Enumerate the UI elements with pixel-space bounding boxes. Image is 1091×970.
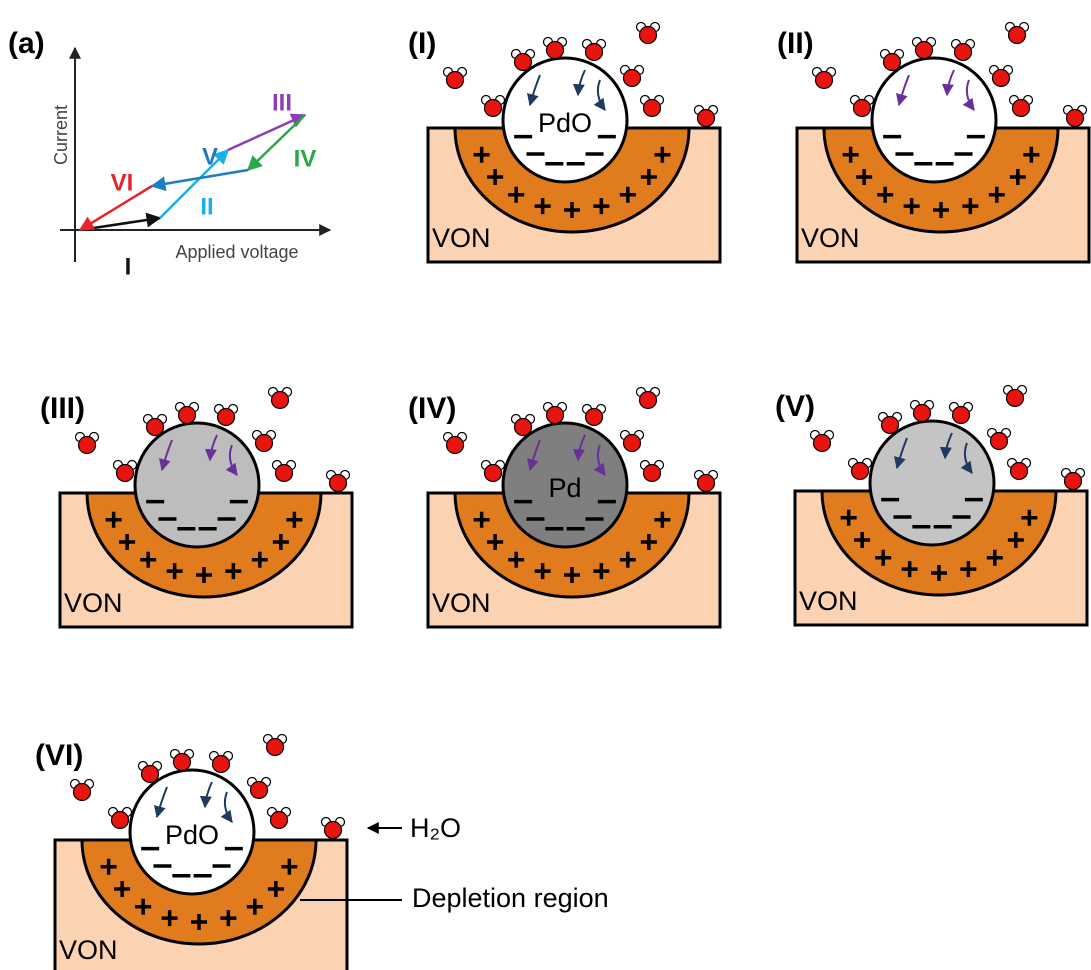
axis-label: Current (51, 105, 71, 165)
water-o (267, 739, 284, 756)
segment-arrow (152, 170, 248, 186)
water-o (515, 419, 532, 436)
water-o (147, 419, 164, 436)
panel: (II) VON (777, 23, 1089, 263)
panel-label: (V) (775, 390, 815, 423)
water-o (515, 54, 532, 71)
legend-text: Depletion region (412, 883, 609, 913)
water-o (485, 100, 502, 117)
particle (872, 58, 996, 182)
panels: (I)VONPdO(II)VON(III)VON(IV)VONPd(V)VON(… (35, 23, 1089, 970)
water-o (698, 475, 715, 492)
panel-label: (a) (8, 27, 45, 60)
water-o (586, 44, 603, 61)
water-o (256, 435, 273, 452)
iv-plot: (a) Current Applied voltage I II III IV … (8, 27, 330, 280)
water-o (814, 435, 831, 452)
water-o (882, 417, 899, 434)
water-o (624, 70, 641, 87)
segment-label: IV (294, 145, 317, 172)
substrate-label: VON (59, 935, 118, 965)
panel-label: (IV) (408, 392, 456, 425)
water-o (955, 44, 972, 61)
water-o (624, 435, 641, 452)
water-o (547, 407, 564, 424)
water-o (1007, 390, 1024, 407)
substrate-label: VON (432, 223, 491, 253)
water-o (112, 812, 129, 829)
particle (870, 421, 994, 545)
water-o (698, 110, 715, 127)
water-o (325, 822, 342, 839)
water-o (1013, 100, 1030, 117)
water-o (1067, 110, 1084, 127)
segment-label: V (202, 143, 218, 170)
segment-label: III (272, 89, 292, 116)
water-o (640, 27, 657, 44)
water-o (251, 782, 268, 799)
water-o (993, 70, 1010, 87)
water-o (276, 465, 293, 482)
water-o (74, 784, 91, 801)
panel: (V) VON (775, 386, 1087, 626)
water-o (852, 463, 869, 480)
water-o (447, 437, 464, 454)
water-o (640, 392, 657, 409)
water-o (644, 100, 661, 117)
water-o (854, 100, 871, 117)
water-o (1065, 473, 1082, 490)
water-o (816, 72, 833, 89)
particle-label: PdO (165, 820, 219, 850)
figure: (a) Current Applied voltage I II III IV … (0, 0, 1091, 970)
water-o (218, 409, 235, 426)
panel-label: (II) (777, 27, 814, 60)
water-o (213, 756, 230, 773)
panel: (III) VON (40, 388, 352, 628)
particle-label: Pd (548, 473, 581, 503)
water-o (142, 766, 159, 783)
panel-label: (III) (40, 392, 85, 425)
water-o (547, 42, 564, 59)
water-o (330, 475, 347, 492)
segment-label: VI (111, 169, 134, 196)
segment-label: I (125, 253, 132, 280)
segment-label: II (200, 193, 213, 220)
panel: (I) VON PdO (408, 23, 720, 263)
water-o (884, 54, 901, 71)
substrate-label: VON (799, 586, 858, 616)
water-o (953, 407, 970, 424)
substrate-label: VON (64, 588, 123, 618)
water-o (1011, 463, 1028, 480)
water-o (1009, 27, 1026, 44)
substrate-label: VON (432, 588, 491, 618)
water-o (117, 465, 134, 482)
particle (135, 423, 259, 547)
panel: (VI) VON PdO (35, 735, 347, 970)
water-o (447, 72, 464, 89)
water-o (271, 812, 288, 829)
water-o (485, 465, 502, 482)
particle-label: PdO (538, 108, 592, 138)
substrate-label: VON (801, 223, 860, 253)
water-o (174, 754, 191, 771)
panel-label: (VI) (35, 739, 83, 772)
legend-text: H₂O (410, 813, 461, 843)
water-o (79, 437, 96, 454)
axis-label: Applied voltage (175, 242, 298, 262)
water-o (179, 407, 196, 424)
water-o (991, 433, 1008, 450)
panel-label: (I) (408, 27, 436, 60)
water-o (916, 42, 933, 59)
water-o (914, 405, 931, 422)
water-o (586, 409, 603, 426)
panel: (IV) VON Pd (408, 388, 720, 628)
water-o (644, 465, 661, 482)
water-o (272, 392, 289, 409)
